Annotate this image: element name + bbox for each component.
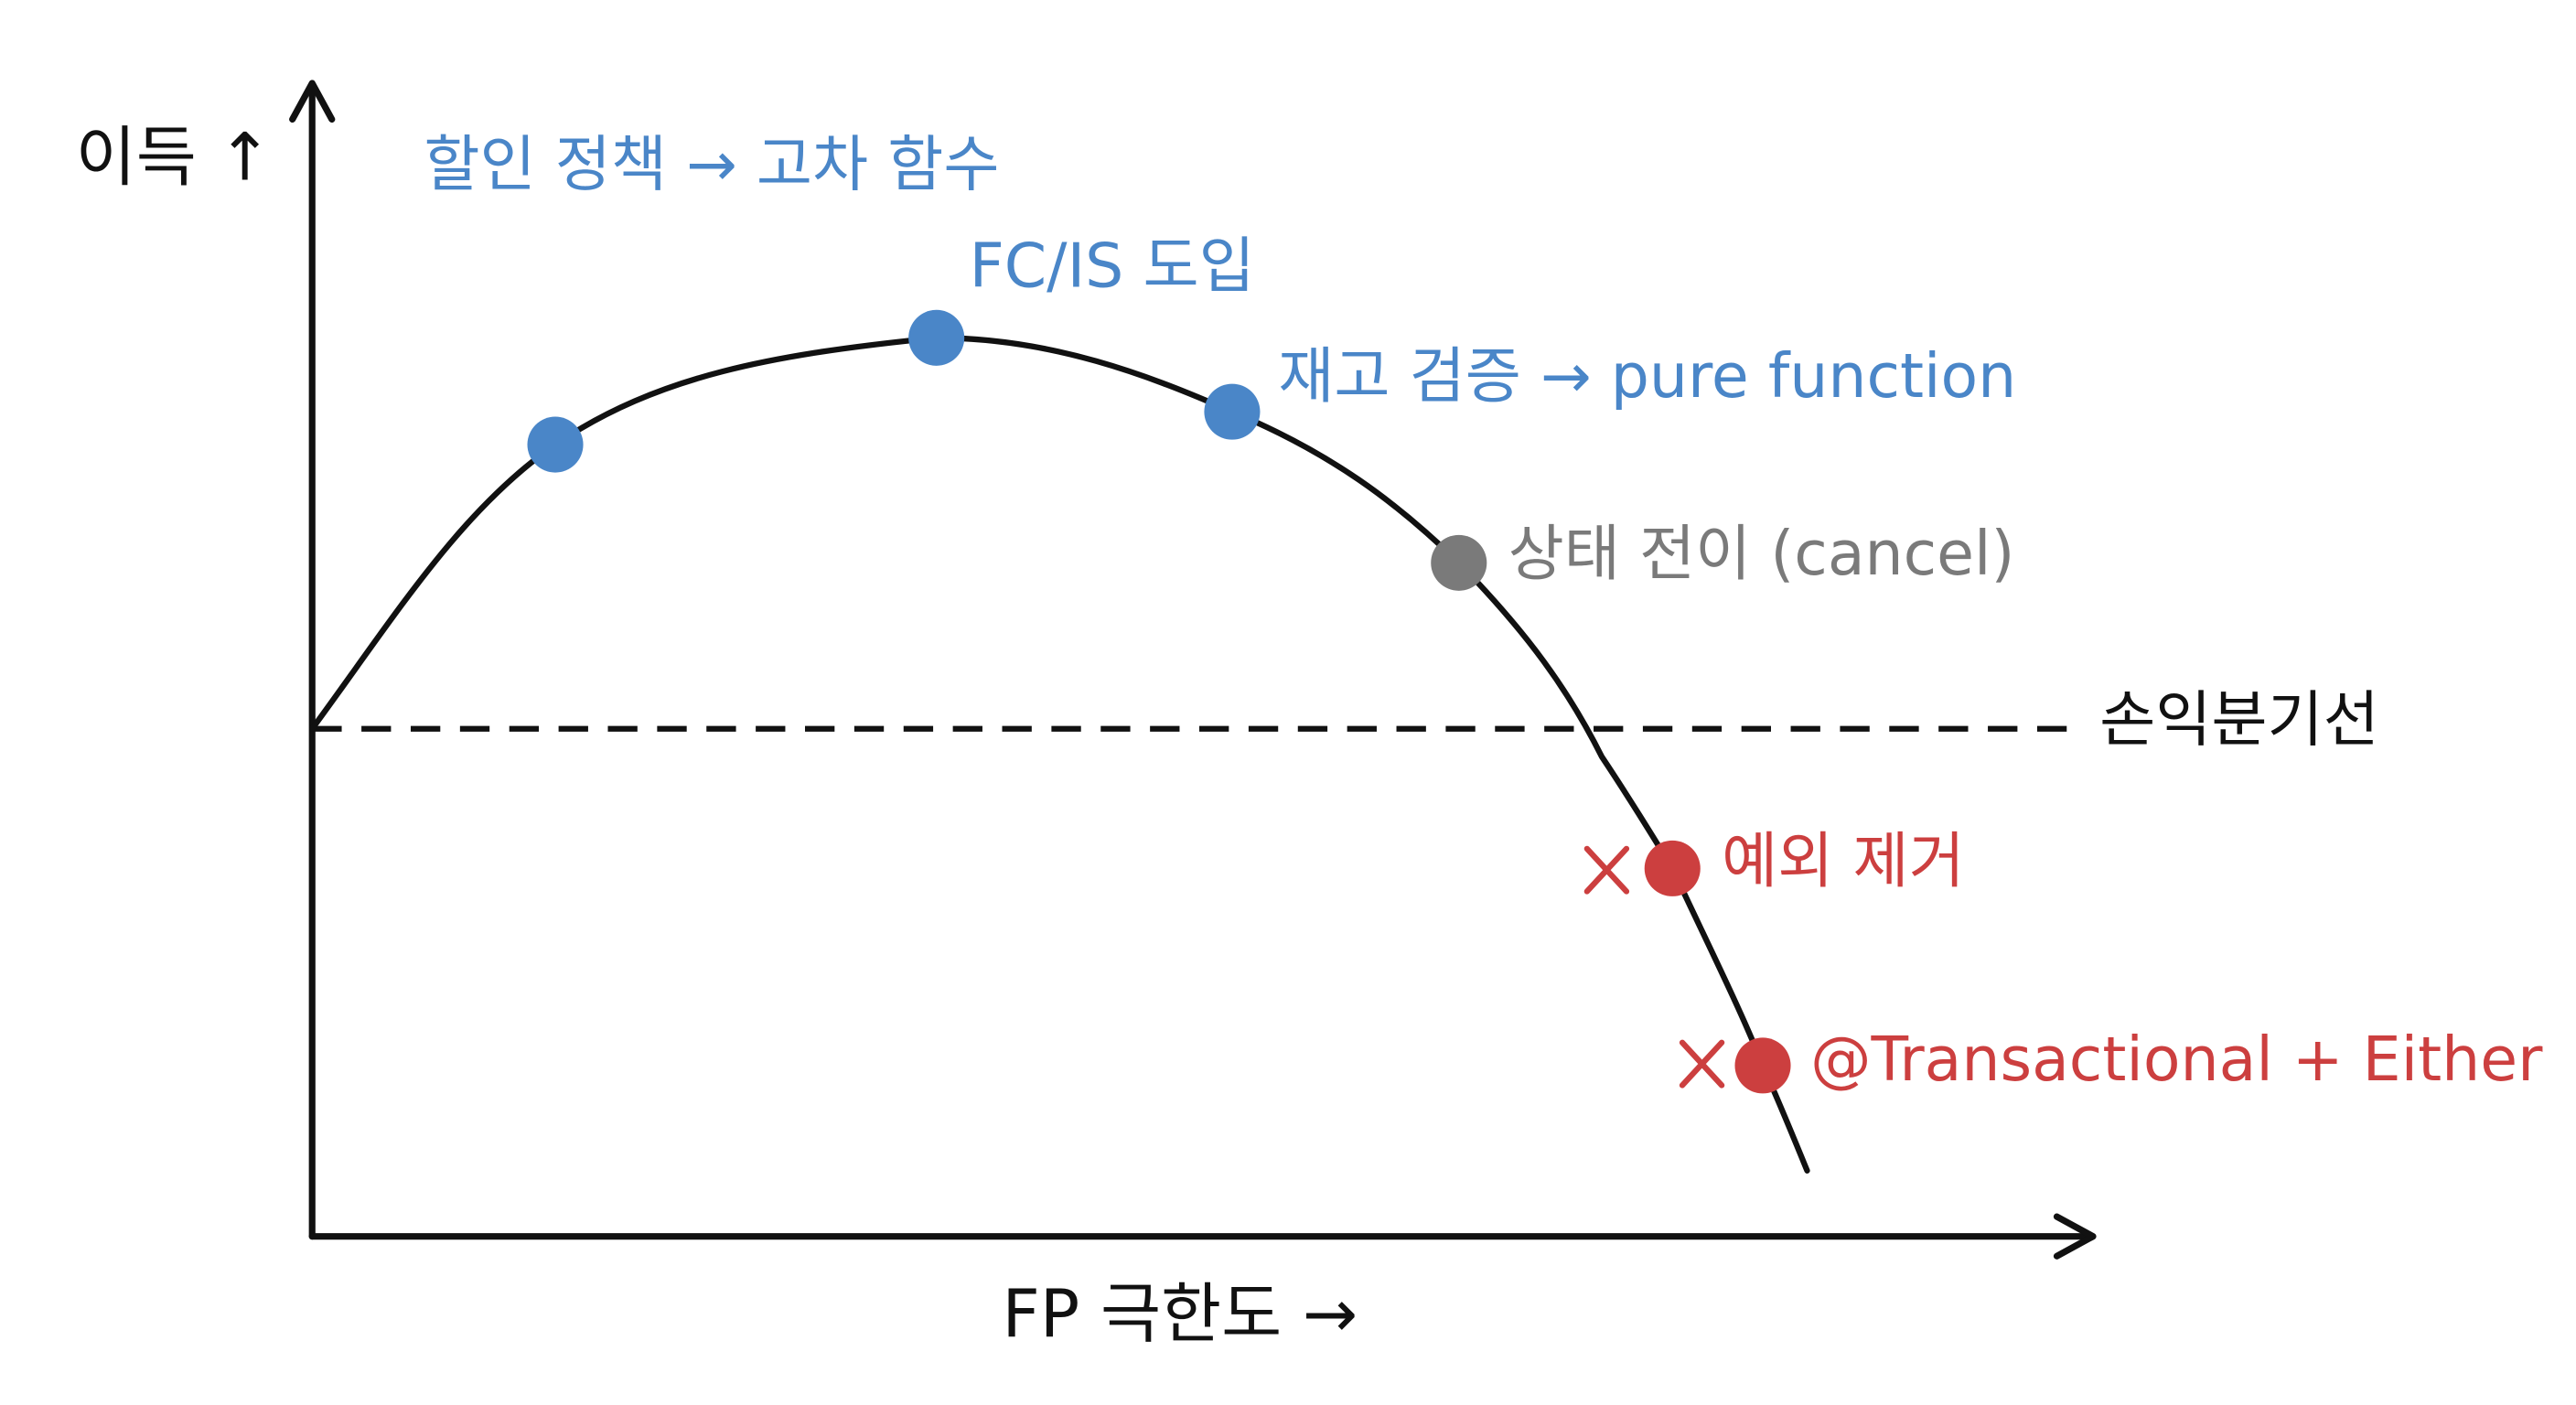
point — [1431, 534, 1487, 591]
cross-mark — [1583, 845, 1630, 895]
annotation: 재고 검증 → pure function — [1278, 340, 2016, 412]
axes — [289, 80, 2097, 1260]
point — [527, 416, 584, 473]
y-axis-arrow — [289, 80, 336, 123]
y-axis-label: 이득 ↑ — [76, 119, 273, 196]
cross-mark — [1679, 1039, 1725, 1089]
x-axis-label: FP 극한도 → — [1003, 1275, 1358, 1352]
breakeven-label: 손익분기선 — [2099, 683, 2379, 755]
point — [908, 309, 965, 366]
annotation: 상태 전이 (cancel) — [1508, 518, 2015, 589]
x-axis-arrow — [2053, 1213, 2097, 1260]
cross-marks — [1583, 845, 1725, 1089]
annotation: FC/IS 도입 — [970, 231, 1255, 302]
point — [1734, 1037, 1791, 1094]
point — [1204, 383, 1261, 440]
annotation: @Transactional + Either — [1810, 1024, 2543, 1095]
point — [1644, 840, 1701, 896]
annotation: 할인 정책 → 고차 함수 — [424, 128, 999, 199]
annotation: 예외 제거 — [1722, 825, 1965, 896]
